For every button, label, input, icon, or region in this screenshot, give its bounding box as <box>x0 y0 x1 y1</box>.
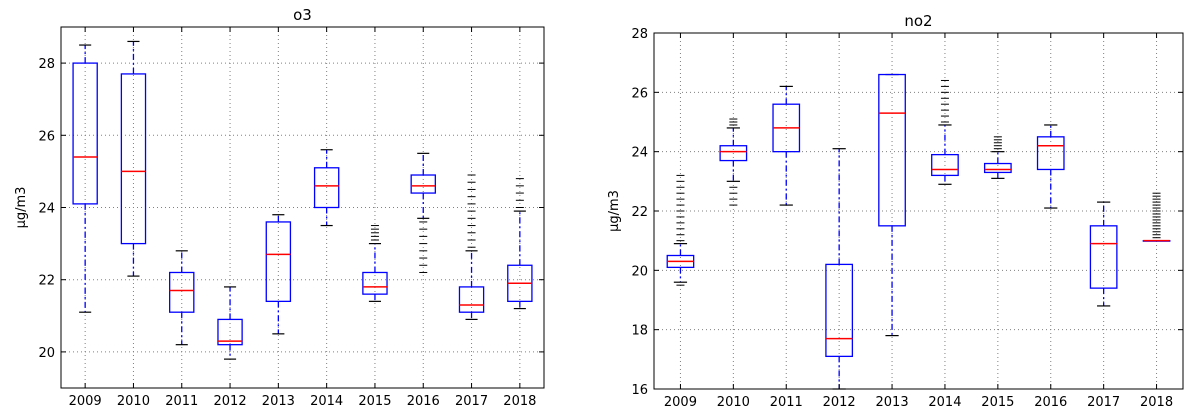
x-tick-label: 2018 <box>1140 395 1173 410</box>
box-2009 <box>72 44 98 313</box>
box-2018 <box>507 178 533 310</box>
x-tick-label: 2017 <box>1087 395 1120 410</box>
box-body <box>878 73 906 227</box>
box-2015 <box>362 225 388 302</box>
y-tick-label: 18 <box>631 324 648 339</box>
x-tick-label: 2018 <box>503 394 536 409</box>
box-2013 <box>878 73 906 337</box>
y-tick-label: 24 <box>631 146 648 161</box>
box-2016 <box>410 152 436 273</box>
box-body <box>313 167 340 209</box>
x-tick-label: 2016 <box>407 394 440 409</box>
box-2015 <box>983 136 1012 179</box>
x-tick-label: 2015 <box>358 394 391 409</box>
box-body <box>120 73 147 245</box>
box-2011 <box>169 250 195 346</box>
x-tick-label: 2011 <box>770 395 803 410</box>
x-tick-label: 2013 <box>876 395 909 410</box>
x-tick-label: 2009 <box>664 395 697 410</box>
y-tick-label: 28 <box>38 57 55 72</box>
y-tick-label: 16 <box>631 383 648 398</box>
x-tick-label: 2017 <box>455 394 488 409</box>
box-body <box>265 221 292 303</box>
y-tick-label: 26 <box>631 86 648 101</box>
y-axis-label: µg/m3 <box>607 190 622 232</box>
box-2016 <box>1036 124 1065 209</box>
box-body <box>458 286 485 313</box>
box-2011 <box>772 85 801 206</box>
x-tick-label: 2016 <box>1034 395 1067 410</box>
x-tick-label: 2011 <box>165 394 198 409</box>
box-2014 <box>931 79 959 185</box>
y-tick-label: 24 <box>38 202 55 217</box>
no2-boxplot-panel: 16 18 20 22 24 26 28 2009 2010 2011 2012 2013 2014 20… <box>607 12 1184 410</box>
box-body <box>983 162 1012 174</box>
box-2010 <box>719 118 748 206</box>
box-body <box>719 145 748 162</box>
y-tick-label: 28 <box>631 27 648 42</box>
box-body <box>825 263 854 358</box>
box-2017 <box>1089 201 1118 307</box>
y-tick-label: 22 <box>631 205 648 220</box>
x-tick-label: 2009 <box>69 394 102 409</box>
box-body <box>362 271 388 295</box>
x-tick-label: 2012 <box>823 395 856 410</box>
x-tick-label: 2010 <box>717 395 750 410</box>
x-tick-label: 2013 <box>262 394 295 409</box>
box-2012 <box>825 148 854 390</box>
y-tick-label: 20 <box>38 346 55 361</box>
box-2013 <box>265 214 292 335</box>
box-body <box>217 318 243 346</box>
box-2010 <box>120 40 147 277</box>
y-axis-label: µg/m3 <box>14 187 29 229</box>
y-tick-label: 20 <box>631 264 648 279</box>
box-body <box>931 153 959 177</box>
y-tick-label: 22 <box>38 274 55 289</box>
x-tick-label: 2014 <box>928 395 961 410</box>
x-tick-label: 2012 <box>214 394 247 409</box>
box-2018 <box>1142 192 1171 242</box>
box-body <box>72 62 98 205</box>
o3-boxplot-panel: 20 22 24 26 28 2009 2010 2011 2012 2013 2014 2015 20… <box>14 6 545 409</box>
box-2014 <box>313 149 340 227</box>
box-2009 <box>666 174 695 286</box>
x-tick-label: 2015 <box>981 395 1014 410</box>
y-tick-label: 26 <box>38 129 55 144</box>
box-2017 <box>458 174 485 321</box>
x-tick-label: 2010 <box>117 394 150 409</box>
box-body <box>169 271 195 313</box>
box-body <box>1036 136 1065 171</box>
chart-title: no2 <box>904 12 932 30</box>
box-body <box>1089 225 1118 289</box>
x-tick-label: 2014 <box>310 394 343 409</box>
chart-title: o3 <box>293 6 312 24</box>
box-body <box>410 174 436 194</box>
box-2012 <box>217 286 243 360</box>
